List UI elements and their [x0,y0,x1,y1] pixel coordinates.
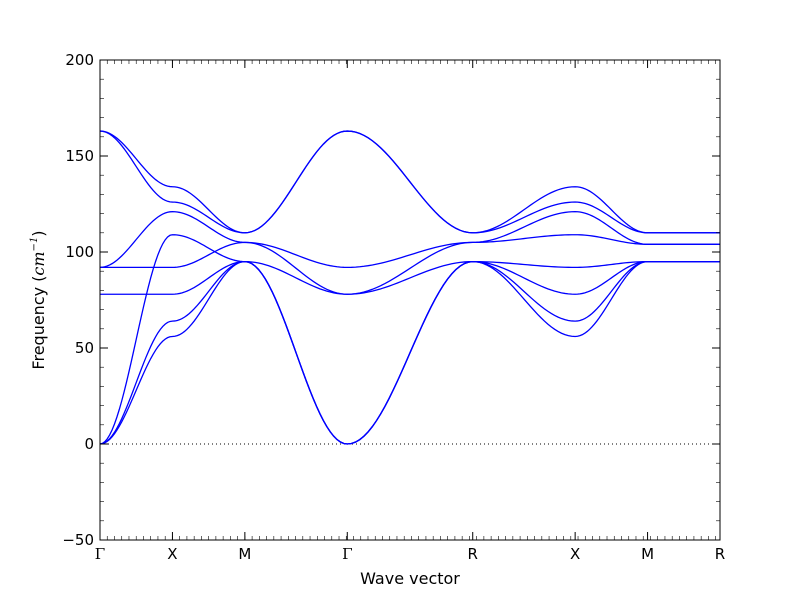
y-tick-label: 150 [65,147,94,165]
x-axis-label: Wave vector [360,569,460,588]
phonon-branch-3 [99,234,720,445]
x-tick-label: X [570,545,580,563]
phonon-branch-8 [99,130,720,234]
y-tick-label: 50 [75,339,94,357]
y-tick-label: 100 [65,243,94,261]
y-axis-label-suffix: ) [29,230,48,236]
x-tick-label: X [167,545,177,563]
phonon-branch-4 [100,260,720,295]
y-axis-label-unit: cm [29,251,48,275]
plot-frame [99,59,721,541]
y-tick-label: 0 [84,435,94,453]
y-tick-label: 200 [65,51,94,69]
phonon-branch-5 [100,234,720,295]
x-tick-label: Γ [342,545,352,563]
y-axis-label-exponent: −1 [29,237,40,252]
x-tick-label: M [641,545,654,563]
x-tick-label: M [238,545,251,563]
y-axis-label-prefix: Frequency ( [29,276,48,370]
x-tick-label: R [468,545,478,563]
tick-labels: −50 0 50 100 150 200 Γ X M Γ R X M R [62,51,725,563]
y-tick-label: −50 [62,531,94,549]
plot-area [99,130,720,445]
x-tick-label: R [715,545,725,563]
x-tick-label: Γ [95,545,105,563]
y-axis-label: Frequency (cm−1) [29,230,48,369]
phonon-branch-6 [99,211,720,269]
